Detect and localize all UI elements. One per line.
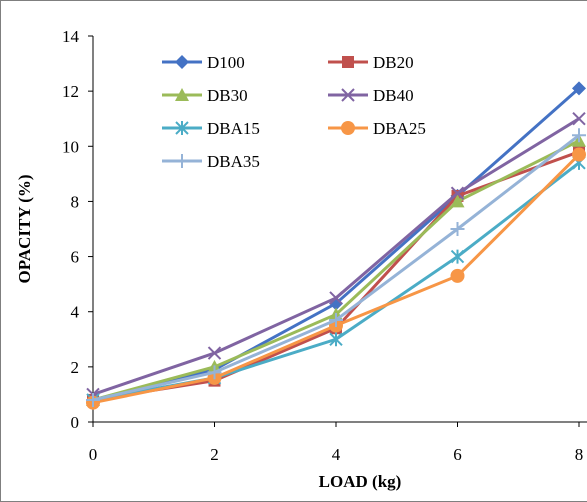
data-point [207,365,222,380]
x-tick-label: 8 [575,445,584,464]
legend-marker [175,88,189,101]
data-point [329,332,343,347]
data-point [450,186,465,200]
legend-item-db40: DB40 [328,86,414,105]
legend-item-d100: D100 [162,53,245,72]
y-tick-label: 14 [62,27,80,46]
legend-label: DBA15 [207,119,260,138]
data-point [572,112,586,126]
legend-item-dba15: DBA15 [162,119,260,138]
y-tick-label: 4 [71,303,80,322]
legend-label: DB30 [207,86,248,105]
legend-marker [175,121,189,135]
series-dba35 [86,128,586,407]
y-tick-label: 6 [71,248,80,267]
data-point [572,128,586,143]
data-point [450,249,465,264]
legend-marker [341,121,355,135]
data-point [450,194,465,208]
x-tick-label: 0 [89,445,98,464]
series-group [86,81,586,410]
series-d100 [86,81,586,407]
legend-marker [175,55,189,69]
legend-item-db30: DB30 [162,86,248,105]
legend-item-db20: DB20 [328,53,414,72]
series-line [92,87,580,402]
data-point [329,291,343,305]
legend-marker [341,88,355,102]
legend-label: DBA25 [373,119,426,138]
x-tick-label: 4 [332,445,341,464]
legend-item-dba35: DBA35 [162,152,260,171]
legend-item-dba25: DBA25 [328,119,426,138]
data-point [329,312,343,327]
x-axis-title: LOAD (kg) [319,472,402,491]
data-point [572,147,586,162]
series-line [92,150,580,402]
y-tick-label: 8 [71,192,80,211]
legend-marker [175,154,189,168]
y-tick-label: 2 [71,358,80,377]
data-point [86,392,100,407]
legend-label: DBA35 [207,152,260,171]
data-point [450,268,465,283]
y-tick-label: 12 [62,82,79,101]
legend-label: D100 [207,53,245,72]
series-line [92,161,580,402]
data-point [572,81,586,96]
legend-label: DB40 [373,86,414,105]
series-db40 [86,112,586,402]
y-axis-title: OPACITY (%) [15,174,34,283]
x-tick-label: 6 [453,445,462,464]
series-db30 [86,133,586,406]
series-db20 [87,145,585,406]
series-line [92,134,580,402]
data-point [450,222,465,236]
series-dba15 [86,155,586,407]
y-tick-label: 0 [71,413,80,432]
x-tick-label: 2 [210,445,219,464]
y-tick-label: 10 [62,137,79,156]
legend-label: DB20 [373,53,414,72]
legend: D100 DB20 DB30 DB40 DBA15 DBA25 DBA35 [162,53,426,171]
data-point [207,346,222,360]
axes: 0 2 4 6 8 10 12 14 0 2 4 6 8 [62,27,587,464]
legend-marker [342,56,354,68]
